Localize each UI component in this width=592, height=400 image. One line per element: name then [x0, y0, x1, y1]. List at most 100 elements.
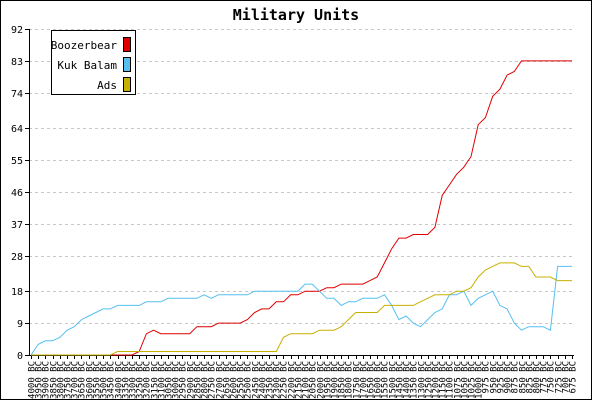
x-tick-label: 2600 BC: [230, 361, 240, 399]
x-tick-label: 1900 BC: [331, 361, 341, 399]
x-tick-label: 2750 BC: [208, 361, 218, 399]
legend-label-kuk-balam: Kuk Balam: [57, 59, 117, 72]
series-line-boozerbear: [31, 60, 572, 356]
x-tick-label: 2550 BC: [237, 361, 247, 399]
x-tick-label: 2400 BC: [259, 361, 269, 399]
y-tick-label: 92: [11, 25, 23, 36]
x-tick-label: 3750 BC: [64, 361, 74, 399]
x-tick-label: 1200 BC: [432, 361, 442, 399]
x-tick-label: 1350 BC: [410, 361, 420, 399]
x-tick-label: 1550 BC: [381, 361, 391, 399]
y-tick-label: 83: [11, 57, 23, 68]
x-tick-label: 2450 BC: [252, 361, 262, 399]
x-tick-label: 2050 BC: [309, 361, 319, 399]
x-tick-label: 950 BC: [490, 361, 500, 394]
x-tick-label: 3300 BC: [129, 361, 139, 399]
legend-box: [51, 30, 136, 95]
y-tick-label: 55: [11, 156, 23, 167]
x-tick-label: 3550 BC: [93, 361, 103, 399]
x-tick-label: 850 BC: [519, 361, 529, 394]
x-tick-label: 3400 BC: [115, 361, 125, 399]
y-tick-label: 64: [11, 124, 23, 135]
x-tick-label: 2150 BC: [295, 361, 305, 399]
x-tick-label: 1300 BC: [418, 361, 428, 399]
x-tick-label: 3450 BC: [107, 361, 117, 399]
x-tick-label: 2500 BC: [244, 361, 254, 399]
legend-label-boozerbear: Boozerbear: [51, 39, 118, 52]
x-tick-label: 3200 BC: [143, 361, 153, 399]
legend-swatch-ads: [123, 77, 131, 92]
y-tick-label: 74: [11, 89, 23, 100]
x-tick-label: 825 BC: [526, 361, 536, 394]
x-tick-label: 1400 BC: [403, 361, 413, 399]
x-tick-label: 3050 BC: [165, 361, 175, 399]
x-tick-label: 975 BC: [482, 361, 492, 394]
x-tick-label: 800 BC: [533, 361, 543, 394]
x-tick-label: 725 BC: [555, 361, 565, 394]
x-tick-label: 2900 BC: [187, 361, 197, 399]
x-tick-label: 2300 BC: [273, 361, 283, 399]
series-lines: [30, 60, 572, 356]
x-tick-label: 900 BC: [504, 361, 514, 394]
x-tick-label: 2200 BC: [288, 361, 298, 399]
x-tick-label: 2700 BC: [216, 361, 226, 399]
y-tick-label: 37: [11, 220, 23, 231]
x-tick-label: 1150 BC: [439, 361, 449, 399]
x-tick-label: 3800 BC: [57, 361, 67, 399]
legend: Boozerbear Kuk Balam Ads: [51, 30, 136, 95]
y-tick-label: 28: [11, 252, 23, 263]
x-tick-label: 875 BC: [511, 361, 521, 394]
x-tick-label: 2850 BC: [194, 361, 204, 399]
x-tick-label: 675 BC: [569, 361, 579, 394]
x-tick-label: 1650 BC: [367, 361, 377, 399]
x-tick-label: 2800 BC: [201, 361, 211, 399]
x-tick-label: 1800 BC: [345, 361, 355, 399]
x-tick-label: 1100 BC: [446, 361, 456, 399]
x-tick-label: 750 BC: [547, 361, 557, 394]
x-tick-label: 3500 BC: [100, 361, 110, 399]
x-tick-label: 3900 BC: [42, 361, 52, 399]
x-tick-label: 1250 BC: [425, 361, 435, 399]
y-tick-label: 46: [11, 188, 23, 199]
x-tick-label: 1450 BC: [396, 361, 406, 399]
x-tick-label: 1500 BC: [389, 361, 399, 399]
x-tick-label: 1700 BC: [360, 361, 370, 399]
x-tick-label: 1750 BC: [353, 361, 363, 399]
x-tick-label: 3350 BC: [122, 361, 132, 399]
x-tick-label: 2100 BC: [302, 361, 312, 399]
legend-swatch-boozerbear: [123, 37, 131, 52]
x-tick-label: 3650 BC: [78, 361, 88, 399]
x-tick-label: 1050 BC: [461, 361, 471, 399]
x-tick-label: 2950 BC: [179, 361, 189, 399]
x-tick-label: 1075 BC: [454, 361, 464, 399]
legend-swatch-kuk-balam: [123, 57, 131, 72]
x-tick-label: 2350 BC: [266, 361, 276, 399]
x-tick-label: 1025 BC: [468, 361, 478, 399]
x-tick-label: 3950 BC: [35, 361, 45, 399]
x-tick-label: 700 BC: [562, 361, 572, 394]
y-tick-label: 9: [17, 319, 23, 330]
y-tick-label: 18: [11, 287, 23, 298]
y-tick-label: 0: [17, 351, 23, 362]
x-tick-label: 1000 BC: [475, 361, 485, 399]
x-tick-label: 2650 BC: [223, 361, 233, 399]
x-tick-label: 3700 BC: [71, 361, 81, 399]
series-line-kuk-balam: [30, 265, 572, 356]
x-tick-label: 2250 BC: [280, 361, 290, 399]
x-tick-label: 3150 BC: [151, 361, 161, 399]
x-tick-label: 1950 BC: [324, 361, 334, 399]
x-tick-label: 3600 BC: [86, 361, 96, 399]
x-tick-label: 3100 BC: [158, 361, 168, 399]
x-tick-label: 3250 BC: [136, 361, 146, 399]
x-tick-label: 3850 BC: [50, 361, 60, 399]
chart-title: Military Units: [233, 6, 359, 24]
x-tick-label: 1600 BC: [374, 361, 384, 399]
x-tick-label: 4000 BC: [28, 361, 38, 399]
x-tick-label: 3000 BC: [172, 361, 182, 399]
x-tick-label: 1850 BC: [338, 361, 348, 399]
x-tick-label: 925 BC: [497, 361, 507, 394]
series-line-ads: [31, 262, 572, 356]
